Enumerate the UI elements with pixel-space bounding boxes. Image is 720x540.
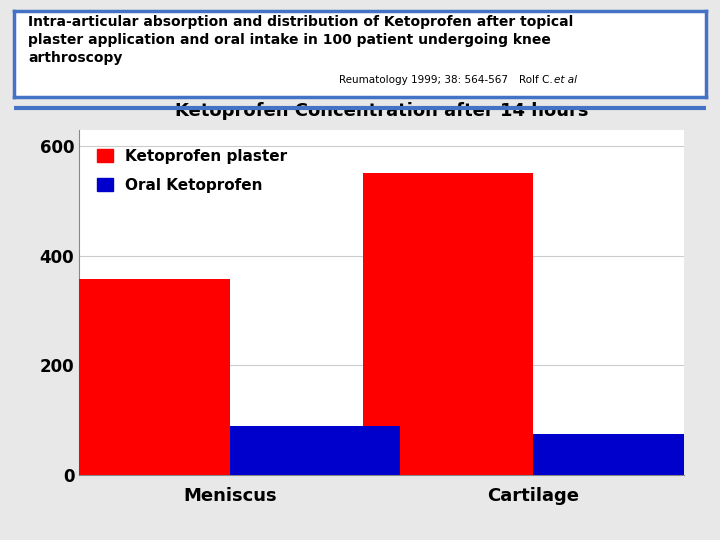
- Bar: [533, 434, 702, 475]
- Legend: Ketoprofen plaster, Oral Ketoprofen: Ketoprofen plaster, Oral Ketoprofen: [93, 144, 292, 197]
- Bar: [61, 279, 230, 475]
- Text: et al: et al: [554, 75, 577, 85]
- Text: Reumatology 1999; 38: 564-567: Reumatology 1999; 38: 564-567: [339, 75, 508, 85]
- Title: Ketoprofen Concentration after 14 hours: Ketoprofen Concentration after 14 hours: [175, 102, 588, 120]
- Text: Rolf C.: Rolf C.: [519, 75, 556, 85]
- Bar: [230, 426, 400, 475]
- Bar: [364, 173, 533, 475]
- Text: Intra-articular absorption and distribution of Ketoprofen after topical
plaster : Intra-articular absorption and distribut…: [28, 15, 573, 65]
